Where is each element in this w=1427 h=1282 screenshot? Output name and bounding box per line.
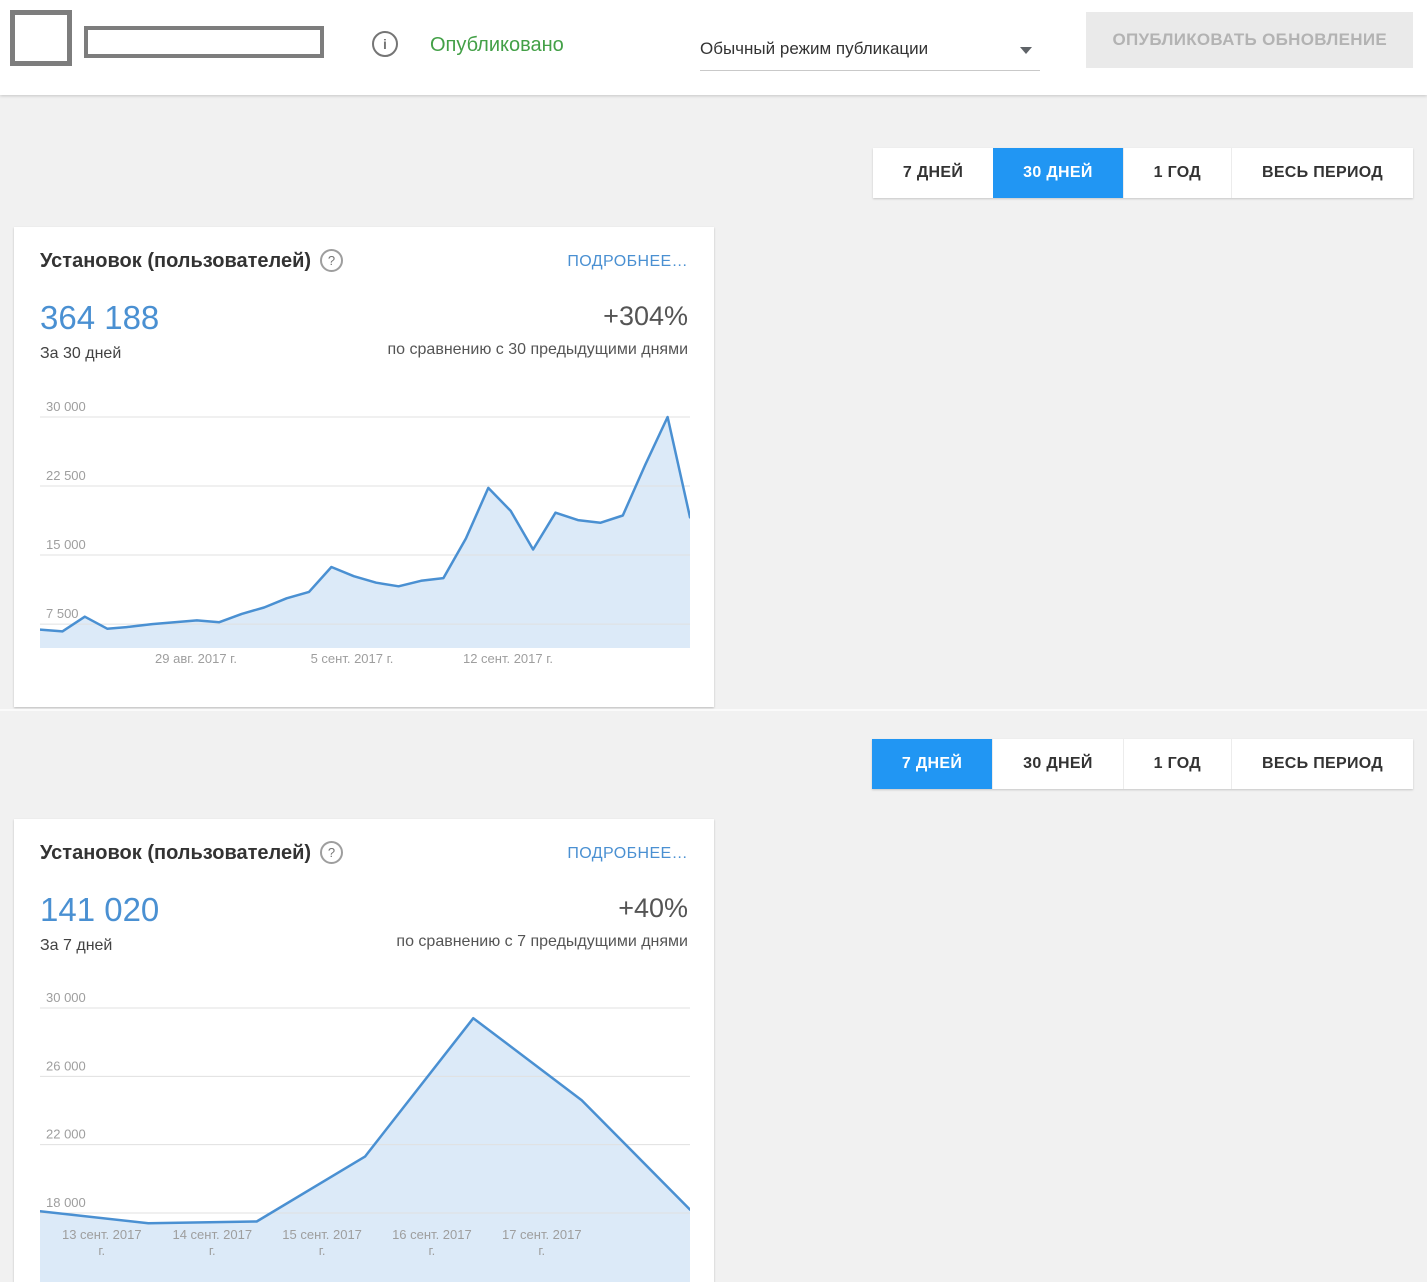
publish-mode-dropdown[interactable]: Обычный режим публикации <box>700 32 1040 71</box>
svg-text:г.: г. <box>538 1243 545 1258</box>
svg-text:22 500: 22 500 <box>46 468 86 483</box>
details-link[interactable]: ПОДРОБНЕЕ… <box>567 845 688 862</box>
help-icon[interactable]: ? <box>320 249 344 272</box>
app-name-placeholder <box>84 26 324 58</box>
period-tab-2[interactable]: 1 ГОД <box>1122 148 1231 198</box>
chevron-down-icon <box>1020 47 1032 54</box>
installs-chart-30-days: 30 000 22 500 15 000 7 500 29 авг. 2017 г. 5 … <box>38 397 692 677</box>
stats-section-7-days: 7 ДНЕЙ 30 ДНЕЙ 1 ГОД ВЕСЬ ПЕРИОД Установок … <box>0 709 1427 1282</box>
svg-text:18 000: 18 000 <box>46 1195 86 1210</box>
period-tab-3[interactable]: ВЕСЬ ПЕРИОД <box>1230 148 1413 198</box>
period-tab-2[interactable]: 1 ГОД <box>1122 739 1231 789</box>
installs-count: 364 188 <box>40 299 160 336</box>
svg-text:29 авг. 2017 г.: 29 авг. 2017 г. <box>155 651 237 666</box>
installs-chart-7-days: 30 000 26 000 22 000 18 000 13 сент. 2017 г. 1… <box>38 988 692 1282</box>
svg-text:13 сент. 2017: 13 сент. 2017 <box>62 1227 142 1242</box>
delta-caption: по сравнению с 30 предыдущими днями <box>387 341 688 358</box>
svg-text:г.: г. <box>429 1243 436 1258</box>
details-link[interactable]: ПОДРОБНЕЕ… <box>567 253 688 270</box>
period-tabbar-30-days: 7 ДНЕЙ 30 ДНЕЙ 1 ГОД ВЕСЬ ПЕРИОД <box>872 148 1413 198</box>
svg-text:г.: г. <box>209 1243 216 1258</box>
delta-caption: по сравнению с 7 предыдущими днями <box>396 933 688 950</box>
period-label: За 7 дней <box>40 937 113 954</box>
delta-percent: +40% <box>618 893 688 923</box>
card-title: Установок (пользователей)? <box>40 249 344 273</box>
svg-text:12 сент. 2017 г.: 12 сент. 2017 г. <box>463 651 553 666</box>
card-title: Установок (пользователей)? <box>40 841 344 865</box>
publish-status: Опубликовано <box>430 34 564 56</box>
svg-text:5 сент. 2017 г.: 5 сент. 2017 г. <box>311 651 394 666</box>
installs-card-7-days: Установок (пользователей)? ПОДРОБНЕЕ… 14… <box>14 819 714 1282</box>
card-title-text: Установок (пользователей) <box>40 842 312 864</box>
period-tab-0[interactable]: 7 ДНЕЙ <box>902 164 964 181</box>
help-icon[interactable]: ? <box>320 841 344 864</box>
svg-text:26 000: 26 000 <box>46 1058 86 1073</box>
svg-text:30 000: 30 000 <box>46 990 86 1005</box>
svg-text:17 сент. 2017: 17 сент. 2017 <box>502 1227 582 1242</box>
publish-update-button[interactable]: ОПУБЛИКОВАТЬ ОБНОВЛЕНИЕ <box>1086 12 1413 68</box>
app-icon-placeholder <box>10 10 72 66</box>
svg-text:г.: г. <box>98 1243 105 1258</box>
svg-text:15 000: 15 000 <box>46 537 86 552</box>
stats-section-30-days: 7 ДНЕЙ 30 ДНЕЙ 1 ГОД ВЕСЬ ПЕРИОД Установок … <box>0 96 1427 707</box>
period-tab-1[interactable]: 30 ДНЕЙ <box>992 739 1122 789</box>
delta-percent: +304% <box>603 301 688 331</box>
svg-text:30 000: 30 000 <box>46 399 86 414</box>
svg-text:16 сент. 2017: 16 сент. 2017 <box>392 1227 472 1242</box>
svg-text:7 500: 7 500 <box>46 606 79 621</box>
svg-text:г.: г. <box>319 1243 326 1258</box>
period-tab-1[interactable]: 30 ДНЕЙ <box>993 148 1123 198</box>
publish-mode-label: Обычный режим публикации <box>700 39 929 58</box>
installs-card-30-days: Установок (пользователей)? ПОДРОБНЕЕ… 36… <box>14 227 714 707</box>
installs-count: 141 020 <box>40 891 160 928</box>
svg-text:14 сент. 2017: 14 сент. 2017 <box>172 1227 252 1242</box>
svg-text:22 000: 22 000 <box>46 1127 86 1142</box>
info-icon[interactable]: i <box>372 31 398 57</box>
svg-text:15 сент. 2017: 15 сент. 2017 <box>282 1227 362 1242</box>
period-tab-0[interactable]: 7 ДНЕЙ <box>871 739 993 789</box>
card-title-text: Установок (пользователей) <box>40 250 312 272</box>
period-tabbar-7-days: 7 ДНЕЙ 30 ДНЕЙ 1 ГОД ВЕСЬ ПЕРИОД <box>871 739 1413 789</box>
installs-chart-svg: 30 000 22 500 15 000 7 500 29 авг. 2017 г. 5 … <box>38 399 692 666</box>
app-header: i Опубликовано Обычный режим публикации … <box>0 0 1427 95</box>
period-label: За 30 дней <box>40 345 122 362</box>
period-tab-3[interactable]: ВЕСЬ ПЕРИОД <box>1230 739 1413 789</box>
